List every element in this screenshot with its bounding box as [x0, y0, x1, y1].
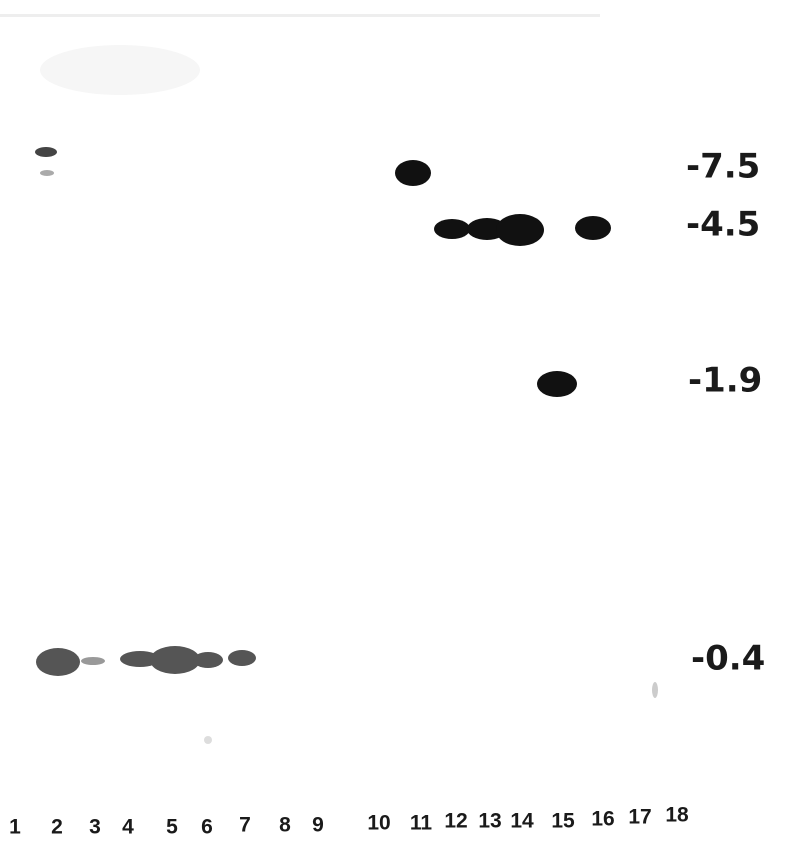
blot-figure: -7.5 -4.5 -1.9 -0.4 12345678910111213141…	[0, 0, 795, 853]
size-marker: -1.9	[688, 361, 762, 401]
band	[575, 216, 611, 240]
band	[434, 219, 470, 239]
lane-label: 5	[166, 816, 178, 839]
band	[496, 214, 544, 246]
lane-label: 13	[478, 810, 501, 833]
band	[395, 160, 431, 186]
lane-label: 7	[239, 814, 251, 837]
lane-label: 14	[510, 810, 534, 833]
lane-label: 18	[665, 804, 689, 827]
lane-label: 8	[279, 814, 291, 837]
lane-label: 16	[591, 808, 614, 831]
band	[537, 371, 577, 397]
lane-label: 9	[312, 814, 324, 837]
size-marker: -0.4	[691, 639, 765, 679]
lane-label: 4	[122, 816, 134, 839]
lane-label: 2	[51, 816, 63, 839]
lane-label: 10	[367, 812, 390, 835]
size-marker: -4.5	[686, 205, 760, 245]
size-marker: -7.5	[686, 147, 760, 187]
lane-label: 1	[9, 816, 21, 839]
lane-label: 12	[444, 810, 467, 833]
lane-label: 17	[628, 806, 651, 829]
band	[36, 648, 80, 676]
background	[0, 0, 795, 853]
lane-label: 3	[89, 816, 101, 839]
speck	[204, 736, 212, 744]
smear	[40, 45, 200, 95]
band	[150, 646, 200, 674]
band	[81, 657, 105, 665]
lane-label: 15	[551, 810, 575, 833]
band	[228, 650, 256, 666]
band	[35, 147, 57, 157]
lane-label: 11	[410, 812, 433, 835]
band	[193, 652, 223, 668]
lane-label: 6	[201, 816, 213, 839]
gel-top-edge	[0, 14, 600, 17]
speck	[652, 682, 658, 698]
band	[40, 170, 54, 176]
